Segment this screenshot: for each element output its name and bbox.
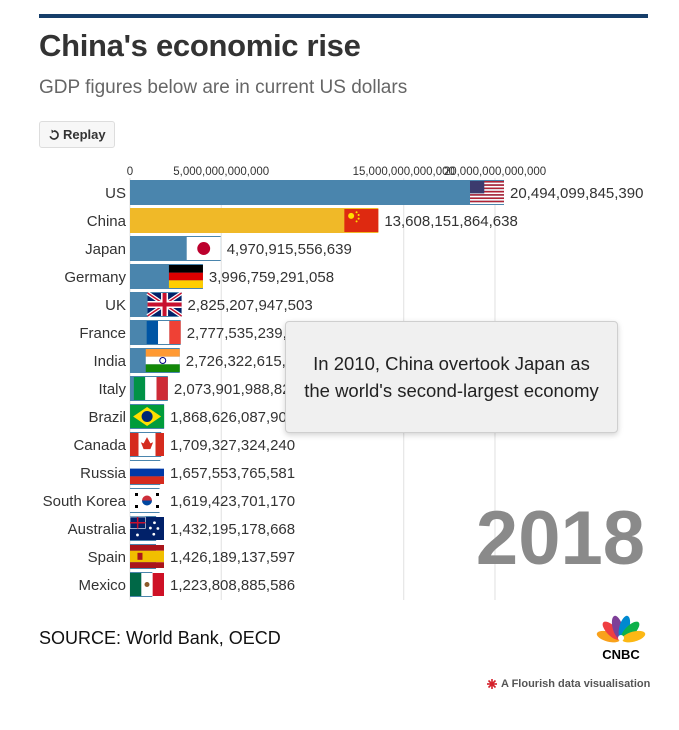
mexico-flag-icon (130, 573, 164, 596)
replay-icon (49, 129, 59, 140)
replay-button[interactable]: Replay (39, 121, 115, 148)
country-label: Brazil (88, 409, 126, 426)
x-tick-label: 20,000,000,000,000 (444, 166, 546, 178)
value-label: 2,825,207,947,503 (188, 297, 313, 314)
country-label: Russia (80, 465, 127, 482)
x-tick-label: 15,000,000,000,000 (353, 166, 455, 178)
south-korea-flag-icon (130, 489, 164, 512)
flourish-icon (487, 679, 497, 689)
value-label: 1,223,808,885,586 (170, 577, 295, 594)
country-label: Spain (88, 549, 126, 566)
china-flag-icon (344, 209, 379, 232)
cnbc-wordmark: CNBC (602, 647, 640, 662)
value-label: 2,777,535,239,626 (187, 325, 312, 342)
country-label: China (87, 213, 127, 230)
top-accent-bar (39, 14, 648, 18)
country-label: Italy (98, 381, 126, 398)
value-label: 1,619,423,701,170 (170, 493, 295, 510)
japan-flag-icon (186, 237, 221, 260)
uk-flag-icon (146, 291, 183, 318)
year-label: 2018 (476, 496, 645, 581)
value-label: 3,996,759,291,058 (209, 269, 334, 286)
australia-flag-icon (129, 516, 164, 540)
canada-flag-icon (130, 433, 164, 456)
italy-flag-icon (133, 377, 168, 400)
country-label: Germany (64, 269, 126, 286)
germany-flag-icon (168, 265, 203, 288)
brazil-flag-icon (130, 405, 165, 428)
value-label: 1,868,626,087,908 (170, 409, 295, 426)
country-label: US (105, 185, 126, 202)
value-label: 1,657,553,765,581 (170, 465, 295, 482)
russia-flag-icon (130, 461, 164, 484)
country-label: Australia (68, 521, 127, 538)
value-label: 2,726,322,615,124 (186, 353, 311, 370)
flourish-credit-text: A Flourish data visualisation (501, 678, 651, 690)
us-flag-icon (470, 181, 504, 204)
bar (130, 208, 379, 233)
country-label: India (93, 353, 126, 370)
france-flag-icon (146, 321, 181, 344)
source-note: SOURCE: World Bank, OECD (39, 628, 281, 648)
replay-label: Replay (63, 127, 106, 142)
x-tick-label: 5,000,000,000,000 (173, 166, 269, 178)
flourish-credit[interactable]: A Flourish data visualisation (486, 678, 650, 690)
value-label: 4,970,915,556,639 (227, 241, 352, 258)
value-label: 20,494,099,845,390 (510, 185, 643, 202)
spain-flag-icon (130, 545, 164, 568)
india-flag-icon (145, 349, 180, 372)
bar-chart: 0 5,000,000,000,000 15,000,000,000,00020,0… (43, 166, 645, 600)
value-label: 2,073,901,988,827 (174, 381, 299, 398)
country-label: UK (105, 297, 126, 314)
annotation-box: In 2010, China overtook Japan as the wor… (285, 321, 618, 433)
x-tick-label: 0 (127, 166, 133, 178)
country-label: Mexico (78, 577, 126, 594)
cnbc-logo: CNBC (596, 615, 646, 662)
country-label: Japan (85, 241, 126, 258)
country-label: France (79, 325, 126, 342)
value-label: 1,709,327,324,240 (170, 437, 295, 454)
country-label: Canada (73, 437, 126, 454)
value-label: 1,426,189,137,597 (170, 549, 295, 566)
value-label: 1,432,195,178,668 (170, 521, 295, 538)
chart-title: China's economic rise (39, 28, 361, 63)
value-label: 13,608,151,864,638 (384, 213, 517, 230)
chart-subtitle: GDP figures below are in current US doll… (39, 77, 408, 98)
bar (130, 180, 504, 205)
country-label: South Korea (43, 493, 127, 510)
